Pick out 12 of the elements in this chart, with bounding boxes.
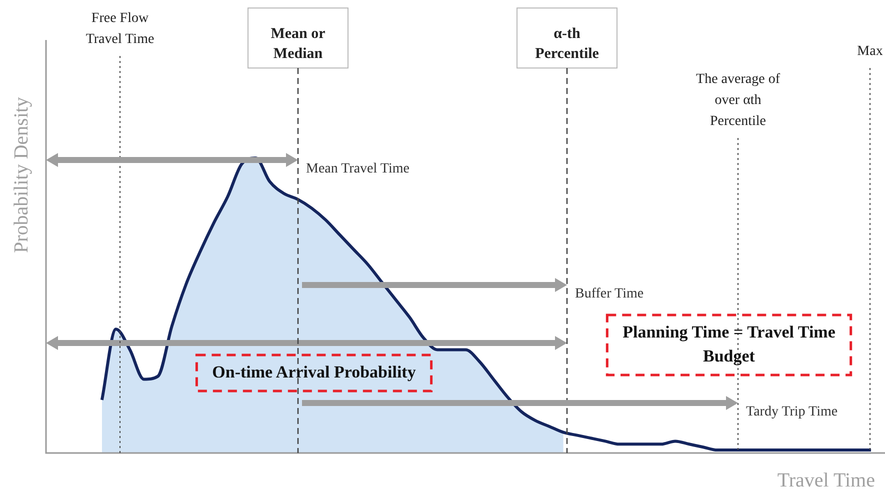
text: Mean or Median [270,26,326,62]
annotation: Tardy Trip Time [746,404,838,420]
x-axis-title: Travel Time [777,469,876,492]
annotation: Mean Travel Time [306,162,410,177]
y-axis-title: Probability Density [10,96,32,254]
annotation: On-time Arrival Probability [212,362,416,382]
text: Free Flow Travel Time [86,11,154,48]
annotation: Planning Time = Travel Time Budget [622,322,836,366]
text: Max [857,44,883,60]
text: The average of over αth Percentile [696,72,780,130]
annotation: Buffer Time [575,286,644,302]
text: α-th Percentile [535,26,600,62]
